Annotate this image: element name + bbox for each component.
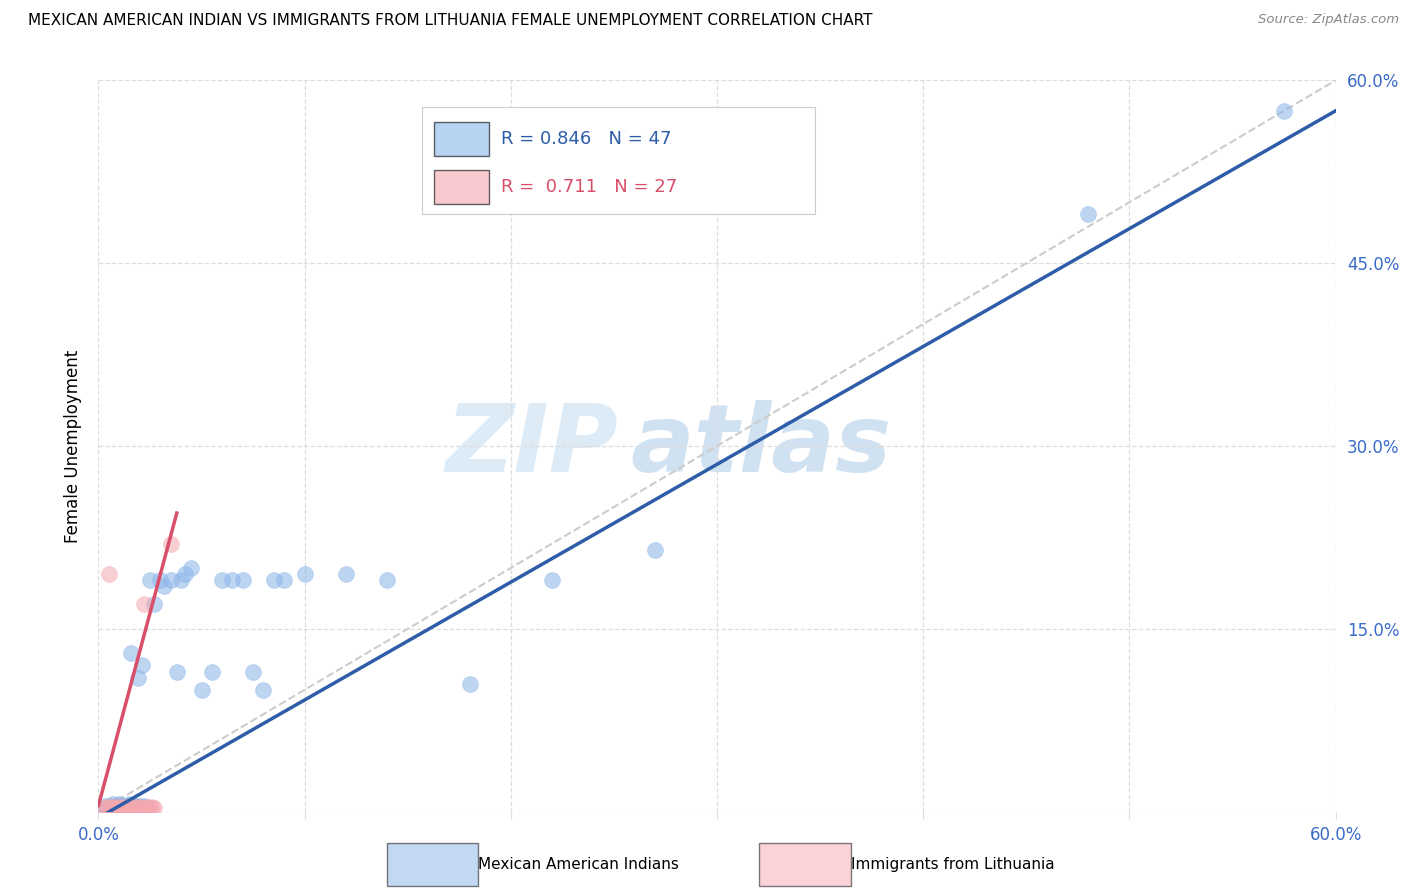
Point — [105, 800, 128, 814]
FancyBboxPatch shape — [433, 122, 489, 156]
Point — [166, 665, 188, 679]
Text: MEXICAN AMERICAN INDIAN VS IMMIGRANTS FROM LITHUANIA FEMALE UNEMPLOYMENT CORRELA: MEXICAN AMERICAN INDIAN VS IMMIGRANTS FR… — [28, 13, 873, 29]
Point — [104, 798, 127, 813]
Point — [159, 573, 181, 587]
Point — [120, 646, 142, 660]
Point — [252, 682, 274, 697]
Y-axis label: Female Unemployment: Female Unemployment — [65, 350, 83, 542]
Point — [96, 800, 118, 814]
Point — [159, 536, 181, 550]
Point — [110, 801, 132, 815]
Text: ZIP: ZIP — [446, 400, 619, 492]
Point — [149, 573, 172, 587]
Text: R =  0.711   N = 27: R = 0.711 N = 27 — [501, 178, 676, 196]
Point — [96, 801, 118, 815]
Point — [1077, 207, 1099, 221]
Point — [112, 798, 135, 813]
Text: Source: ZipAtlas.com: Source: ZipAtlas.com — [1258, 13, 1399, 27]
Point — [541, 573, 564, 587]
Text: atlas: atlas — [630, 400, 891, 492]
Point — [139, 801, 162, 815]
Point — [101, 800, 124, 814]
Point — [112, 800, 135, 814]
Point — [122, 798, 145, 813]
FancyBboxPatch shape — [433, 170, 489, 204]
Point — [335, 567, 357, 582]
Point — [132, 798, 155, 813]
Point — [93, 798, 115, 813]
Point — [141, 800, 163, 814]
Point — [97, 798, 120, 813]
Point — [114, 801, 136, 815]
Point — [273, 573, 295, 587]
Point — [127, 671, 149, 685]
Point — [143, 598, 166, 612]
Point — [124, 798, 146, 813]
Point — [375, 573, 398, 587]
Point — [174, 567, 197, 582]
Point — [221, 573, 243, 587]
Point — [180, 561, 202, 575]
Point — [263, 573, 285, 587]
Point — [118, 797, 141, 812]
Point — [117, 798, 139, 813]
Point — [122, 801, 145, 815]
Point — [128, 800, 150, 814]
Point — [128, 798, 150, 813]
Point — [108, 800, 131, 814]
Point — [108, 797, 131, 812]
Point — [153, 579, 176, 593]
Text: Immigrants from Lithuania: Immigrants from Lithuania — [851, 857, 1054, 871]
Point — [143, 801, 166, 815]
Point — [644, 542, 666, 557]
Point — [93, 801, 115, 815]
Point — [135, 801, 157, 815]
Point — [118, 798, 141, 813]
Point — [458, 676, 481, 690]
Point — [97, 800, 120, 814]
Point — [97, 567, 120, 582]
Point — [1272, 103, 1295, 118]
Point — [101, 797, 124, 812]
Point — [139, 573, 162, 587]
Point — [127, 801, 149, 815]
Point — [170, 573, 193, 587]
Point — [124, 800, 146, 814]
Point — [131, 658, 153, 673]
Point — [117, 800, 139, 814]
Point — [190, 682, 212, 697]
Point — [211, 573, 233, 587]
Point — [132, 598, 155, 612]
Point — [108, 798, 131, 813]
Text: Mexican American Indians: Mexican American Indians — [478, 857, 679, 871]
Point — [232, 573, 254, 587]
Point — [120, 800, 142, 814]
Point — [114, 800, 136, 814]
Point — [201, 665, 224, 679]
Point — [104, 801, 127, 815]
Point — [242, 665, 264, 679]
Text: R = 0.846   N = 47: R = 0.846 N = 47 — [501, 130, 671, 148]
Point — [294, 567, 316, 582]
Point — [100, 800, 122, 814]
Point — [136, 800, 159, 814]
Point — [131, 801, 153, 815]
Point — [100, 801, 122, 815]
Point — [118, 801, 141, 815]
Point — [105, 800, 128, 814]
